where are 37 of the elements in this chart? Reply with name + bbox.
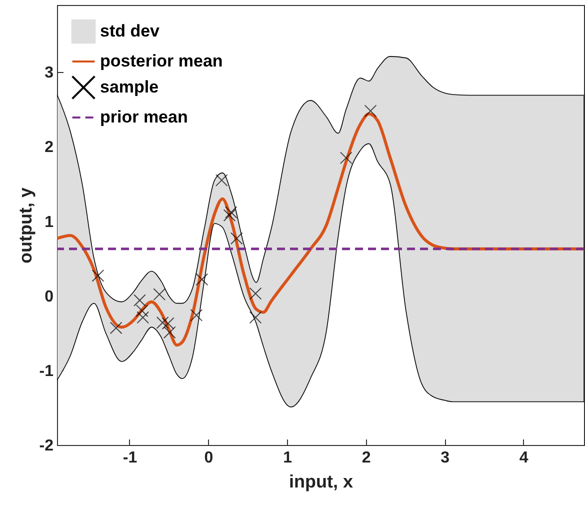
point: [110, 322, 122, 334]
y-tick-label: 2: [44, 139, 54, 156]
point: [230, 232, 243, 245]
x-axis-title: input, x: [289, 472, 353, 492]
point: [136, 311, 150, 324]
point: [249, 311, 262, 324]
point: [136, 304, 148, 317]
x-tick-label: 0: [204, 450, 214, 466]
point: [223, 209, 236, 222]
x-tick-label: 3: [440, 450, 450, 466]
y-tick-label: 0: [44, 288, 54, 306]
legend-label: sample: [100, 78, 159, 96]
point: [196, 273, 208, 286]
y-tick-label: 1: [44, 214, 54, 231]
y-axis-title: output, y: [15, 188, 36, 264]
point: [156, 316, 169, 329]
y-tick-label: -1: [39, 362, 54, 380]
legend-label: prior mean: [100, 108, 188, 126]
legend-label: std dev: [100, 22, 160, 40]
legend-label: posterior mean: [100, 52, 223, 70]
x-tick-label: 2: [362, 450, 371, 466]
x-tick-label: 1: [283, 450, 292, 466]
point: [364, 104, 377, 118]
point: [249, 287, 262, 300]
point: [340, 152, 352, 164]
point: [92, 270, 104, 282]
point: [153, 288, 166, 301]
x-tick-label: 4: [519, 450, 528, 466]
y-tick-label: 3: [44, 64, 54, 82]
point: [224, 206, 238, 219]
x-tick-label: -1: [122, 450, 138, 466]
point: [190, 309, 203, 322]
point: [162, 317, 174, 330]
point: [215, 174, 228, 186]
point: [163, 326, 176, 339]
y-tick-label: -2: [39, 438, 54, 454]
point: [134, 294, 146, 307]
